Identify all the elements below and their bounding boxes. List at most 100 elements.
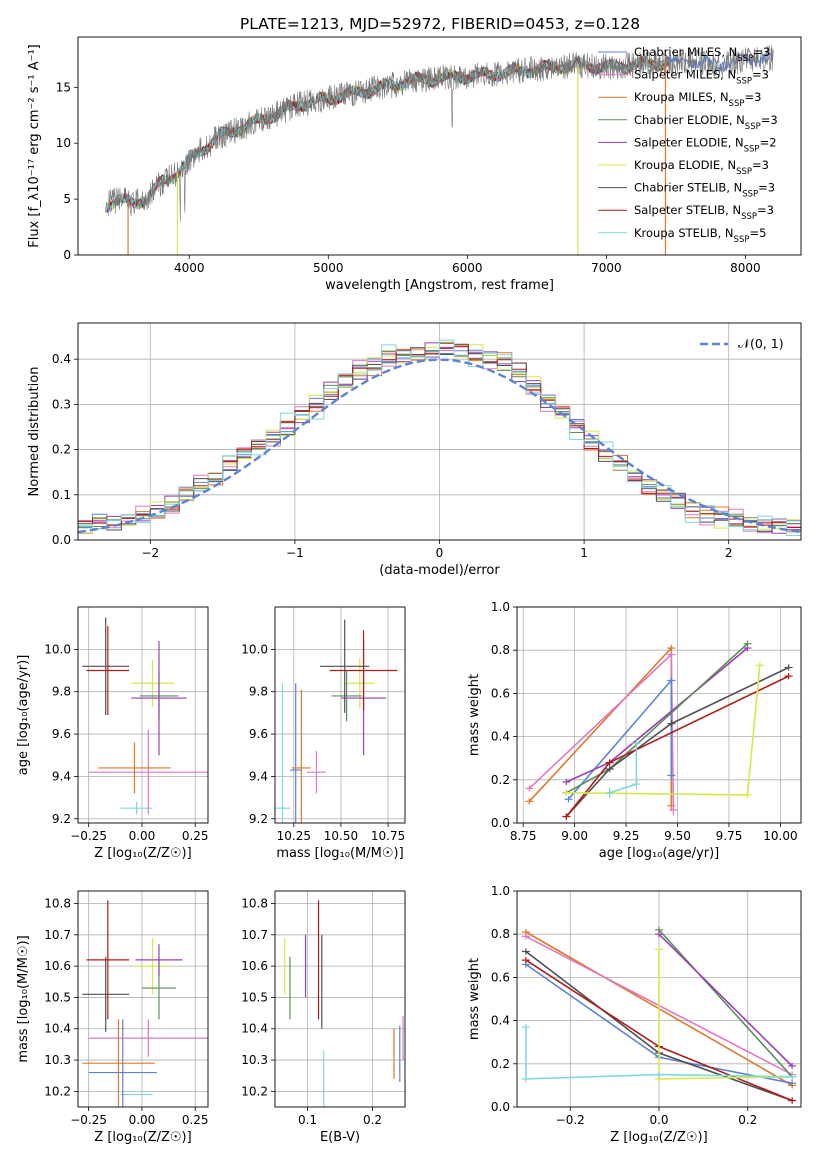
y-tick-label: 10.0 — [241, 642, 268, 656]
y-axis-label: Normed distribution — [27, 367, 42, 497]
legend-entry: Chabrier ELODIE, NSSP=3 — [634, 113, 778, 132]
x-tick-label: 9.00 — [561, 829, 588, 843]
legend-entry: Salpeter MILES, NSSP=3 — [634, 68, 769, 87]
axes-frame — [77, 606, 209, 824]
y-tick-label: 0.4 — [491, 1014, 510, 1028]
plot-area-ebv-vs-mass — [284, 900, 404, 1107]
x-tick-label: 1 — [580, 546, 588, 560]
legend-entry: Kroupa MILES, NSSP=3 — [634, 90, 761, 109]
x-tick-label: 2 — [725, 546, 733, 560]
weight-line — [528, 652, 675, 811]
y-tick-label: 0.8 — [491, 643, 510, 657]
panel-z-vs-mass: −0.25 0.00 0.25 10.2 10.3 10.4 10.5 10.6 10.7 10.… — [16, 890, 209, 1145]
x-tick-label: 9.25 — [613, 829, 640, 843]
plot-area-residuals — [78, 339, 801, 540]
y-tick-label: 9.8 — [249, 685, 268, 699]
panel-z-vs-age: −0.25 0.00 0.25 9.2 9.4 9.6 9.8 10.0 Z [log₁₀(Z/… — [16, 606, 209, 861]
plot-area-spectrum — [105, 45, 774, 255]
y-tick-label: 10.3 — [241, 1053, 268, 1067]
y-tick-label: 15 — [56, 80, 71, 94]
y-tick-label: 9.2 — [249, 812, 268, 826]
figure-title: PLATE=1213, MJD=52972, FIBERID=0453, z=0… — [240, 15, 640, 33]
y-tick-label: 9.4 — [249, 769, 268, 783]
legend-entry: 𝒩(0, 1) — [738, 336, 784, 351]
weight-line — [658, 933, 793, 1067]
panel-mass-vs-age: 10.25 10.50 10.75 9.2 9.4 9.6 9.8 10.0 mass [log… — [241, 606, 406, 861]
y-tick-label: 0.2 — [491, 773, 510, 787]
x-tick-label: 8.75 — [510, 829, 537, 843]
y-tick-label: 10.7 — [241, 928, 268, 942]
y-axis-label: mass weight — [467, 674, 482, 756]
y-tick-label: 10.5 — [241, 990, 268, 1004]
legend-entry: Kroupa STELIB, NSSP=5 — [634, 226, 766, 245]
y-tick-label: 0.6 — [491, 970, 510, 984]
x-axis-label: Z [log₁₀(Z/Z☉)] — [610, 1130, 707, 1145]
y-tick-label: 10.3 — [44, 1053, 71, 1067]
x-tick-label: 0.2 — [363, 1113, 382, 1127]
y-tick-label: 0.4 — [491, 730, 510, 744]
observed-spectrum-line — [108, 45, 774, 222]
y-tick-label: 0.1 — [52, 488, 71, 502]
x-tick-label: 0.0 — [649, 1113, 668, 1127]
panel-z-vs-weight: −0.2 0.0 0.2 0.0 0.2 0.4 0.6 0.8 1.0 Z [log₁₀(Z/Z… — [467, 884, 802, 1145]
x-axis-label: Z [log₁₀(Z/Z☉)] — [94, 1130, 191, 1145]
x-axis-label: wavelength [Angstrom, rest frame] — [325, 278, 554, 293]
y-tick-label: 10.4 — [241, 1022, 268, 1036]
x-tick-label: 10.75 — [371, 829, 405, 843]
y-tick-label: 0 — [63, 248, 71, 262]
x-tick-label: −0.25 — [70, 829, 107, 843]
panel-residuals: −2 −1 0 1 2 0.0 0.1 0.2 0.3 0.4 (data-model)/error… — [27, 322, 802, 578]
plot-area-z-vs-mass — [82, 900, 208, 1107]
x-axis-label: Z [log₁₀(Z/Z☉)] — [94, 846, 191, 861]
panel-spectrum: 4000 5000 6000 7000 8000 0 5 10 15 wavelength [An… — [27, 36, 802, 293]
plot-area-z-vs-age — [82, 617, 208, 815]
y-tick-label: 0.4 — [52, 352, 71, 366]
panel-ebv-vs-mass: 0.1 0.2 10.2 10.3 10.4 10.5 10.6 10.7 10.8 E(B-V) — [241, 890, 406, 1145]
x-tick-label: 7000 — [591, 261, 622, 275]
x-tick-label: 4000 — [174, 261, 205, 275]
y-tick-label: 10.6 — [44, 959, 71, 973]
y-tick-label: 0.2 — [52, 443, 71, 457]
plot-area-mass-vs-age — [275, 619, 398, 823]
y-axis-label: mass [log₁₀(M/M☉)] — [16, 935, 31, 1062]
y-tick-label: 10.2 — [44, 1084, 71, 1098]
x-tick-label: 0.25 — [182, 1113, 209, 1127]
x-tick-label: 0.1 — [298, 1113, 317, 1127]
x-tick-label: 0.00 — [129, 1113, 156, 1127]
y-tick-label: 10.8 — [241, 897, 268, 911]
y-tick-label: 10.8 — [44, 897, 71, 911]
y-tick-label: 0.8 — [491, 927, 510, 941]
legend: 𝒩(0, 1) — [700, 336, 784, 351]
y-tick-label: 10.7 — [44, 928, 71, 942]
axes-frame — [516, 890, 802, 1108]
x-tick-label: 10.50 — [324, 829, 358, 843]
legend-entry: Kroupa ELODIE, NSSP=3 — [634, 158, 769, 177]
x-tick-label: 0 — [436, 546, 444, 560]
x-tick-label: −0.2 — [556, 1113, 585, 1127]
y-axis-label: mass weight — [467, 958, 482, 1040]
x-tick-label: 9.75 — [716, 829, 743, 843]
y-tick-label: 9.8 — [52, 685, 71, 699]
y-tick-label: 10.4 — [44, 1022, 71, 1036]
y-tick-label: 0.0 — [491, 816, 510, 830]
axes-frame — [77, 890, 209, 1108]
x-tick-label: 5000 — [313, 261, 344, 275]
x-axis-label: age [log₁₀(age/yr)] — [599, 846, 720, 861]
y-tick-label: 10.0 — [44, 642, 71, 656]
y-tick-label: 10 — [56, 136, 71, 150]
legend-entry: Chabrier STELIB, NSSP=3 — [634, 181, 775, 200]
x-tick-label: 6000 — [452, 261, 483, 275]
x-tick-label: 0.00 — [129, 829, 156, 843]
x-tick-label: 10.00 — [763, 829, 797, 843]
axes-frame — [77, 36, 802, 256]
y-tick-label: 0.0 — [491, 1100, 510, 1114]
histogram-step — [78, 339, 801, 540]
y-tick-label: 9.2 — [52, 812, 71, 826]
plot-area-age-vs-weight — [525, 640, 793, 820]
y-axis-label: age [log₁₀(age/yr)] — [16, 655, 31, 776]
y-tick-label: 9.6 — [52, 727, 71, 741]
legend-entry: Chabrier MILES, NSSP=3 — [634, 45, 770, 64]
x-tick-label: 0.2 — [738, 1113, 757, 1127]
axes-frame — [274, 606, 406, 824]
